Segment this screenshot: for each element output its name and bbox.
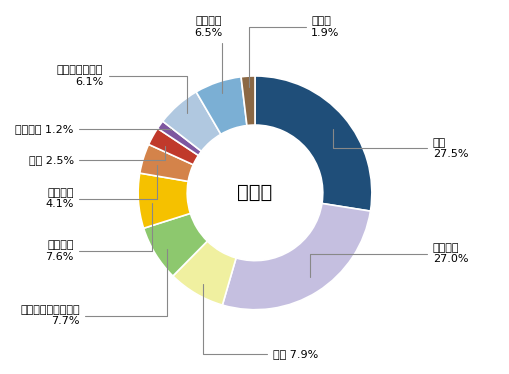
Text: 金属製品
27.0%: 金属製品 27.0% — [309, 243, 467, 277]
Wedge shape — [157, 121, 201, 156]
Text: 機械
27.5%: 機械 27.5% — [332, 129, 467, 159]
Text: 食品 2.5%: 食品 2.5% — [29, 146, 165, 165]
Wedge shape — [196, 77, 246, 134]
Wedge shape — [138, 173, 190, 228]
Text: 紙・印刷
4.1%: 紙・印刷 4.1% — [45, 165, 156, 209]
Wedge shape — [162, 92, 220, 151]
Wedge shape — [144, 214, 207, 276]
Text: ゴム・プラスチック
7.7%: ゴム・プラスチック 7.7% — [20, 249, 167, 327]
Wedge shape — [173, 241, 236, 305]
Wedge shape — [222, 203, 370, 310]
Wedge shape — [139, 144, 193, 181]
Text: 繊維製品 1.2%: 繊維製品 1.2% — [15, 123, 171, 134]
Text: 化学 7.9%: 化学 7.9% — [203, 284, 317, 359]
Wedge shape — [241, 76, 254, 126]
Text: 非製造業
6.5%: 非製造業 6.5% — [193, 16, 222, 92]
Text: 電化製品
7.6%: 電化製品 7.6% — [45, 203, 152, 262]
Wedge shape — [254, 76, 371, 211]
Text: その他の製造業
6.1%: その他の製造業 6.1% — [56, 65, 187, 113]
Text: 業種別: 業種別 — [237, 183, 272, 202]
Text: 団体等
1.9%: 団体等 1.9% — [248, 16, 339, 88]
Wedge shape — [148, 128, 198, 165]
